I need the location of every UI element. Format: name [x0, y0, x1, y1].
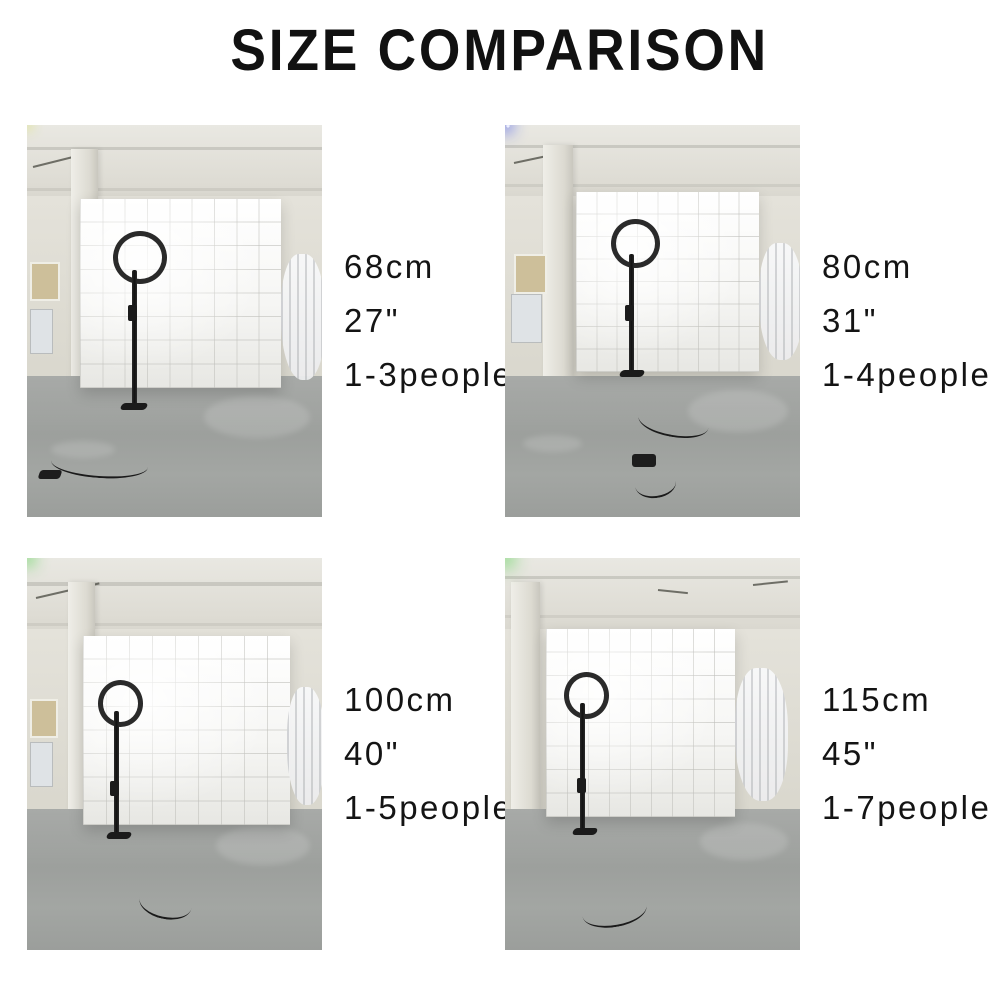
light-stand — [132, 270, 138, 408]
stand-clamp — [128, 305, 138, 322]
inflatable-backdrop-secondary — [280, 254, 322, 380]
floor — [505, 375, 800, 517]
inflatable-backdrop — [546, 628, 736, 817]
wall-column — [510, 581, 541, 841]
capacity: 1-3people — [344, 356, 514, 393]
capacity: 1-4people — [822, 356, 992, 393]
page-title: SIZE COMPARISON — [230, 17, 770, 83]
stand-foot — [105, 832, 133, 840]
wall-column — [543, 144, 573, 392]
wall-poster — [29, 309, 53, 355]
caption-80cm: 80cm 31" 1-4people — [800, 240, 991, 402]
inflatable-backdrop-secondary — [758, 242, 800, 361]
diameter-inch: 27" — [344, 302, 400, 339]
stand-foot — [571, 828, 599, 836]
stand-clamp — [625, 305, 635, 322]
diameter-cm: 100cm — [344, 681, 456, 718]
ceiling-pipe — [658, 588, 688, 594]
ring-light — [611, 219, 660, 269]
inflatable-backdrop — [80, 199, 281, 388]
photo-80cm — [505, 125, 800, 517]
wall-picture — [513, 254, 548, 294]
capacity: 1-5people — [344, 789, 514, 826]
floor — [27, 808, 322, 950]
ceiling-pipe — [752, 580, 789, 587]
inflatable-backdrop-secondary — [735, 667, 789, 802]
comparison-cell-68cm: 68cm 27" 1-3people — [27, 125, 511, 517]
wall-poster — [29, 742, 53, 788]
diameter-inch: 31" — [822, 302, 878, 339]
light-stand — [114, 710, 120, 837]
comparison-cell-80cm: 80cm 31" 1-4people — [505, 125, 989, 517]
diameter-cm: 115cm — [822, 681, 932, 718]
photo-115cm — [505, 558, 800, 950]
inflatable-backdrop — [575, 191, 759, 373]
comparison-cell-100cm: 100cm 40" 1-5people — [27, 558, 511, 950]
diameter-cm: 80cm — [822, 248, 913, 285]
light-stand — [580, 703, 586, 833]
wall-poster — [510, 293, 543, 343]
stand-foot — [618, 370, 646, 377]
wall-picture — [29, 699, 58, 739]
stand-clamp — [110, 781, 120, 797]
floor — [505, 808, 800, 950]
inflatable-backdrop-secondary — [286, 687, 322, 805]
caption-115cm: 115cm 45" 1-7people — [800, 673, 991, 835]
floor — [27, 375, 322, 517]
stand-foot — [119, 403, 149, 411]
ring-light — [112, 230, 167, 284]
ring-light — [97, 679, 144, 727]
power-adapter — [37, 469, 63, 479]
wall-picture — [29, 262, 61, 302]
caption-68cm: 68cm 27" 1-3people — [322, 240, 513, 402]
power-adapter — [631, 454, 656, 468]
title-bar: SIZE COMPARISON — [0, 0, 1000, 100]
comparison-cell-115cm: 115cm 45" 1-7people — [505, 558, 989, 950]
diameter-cm: 68cm — [344, 248, 435, 285]
ring-light — [564, 671, 610, 719]
caption-100cm: 100cm 40" 1-5people — [322, 673, 513, 835]
diameter-inch: 40" — [344, 735, 400, 772]
photo-68cm — [27, 125, 322, 517]
size-comparison-grid: 68cm 27" 1-3people — [0, 100, 1000, 1000]
capacity: 1-7people — [822, 789, 992, 826]
diameter-inch: 45" — [822, 735, 878, 772]
photo-100cm — [27, 558, 322, 950]
stand-clamp — [576, 777, 586, 793]
